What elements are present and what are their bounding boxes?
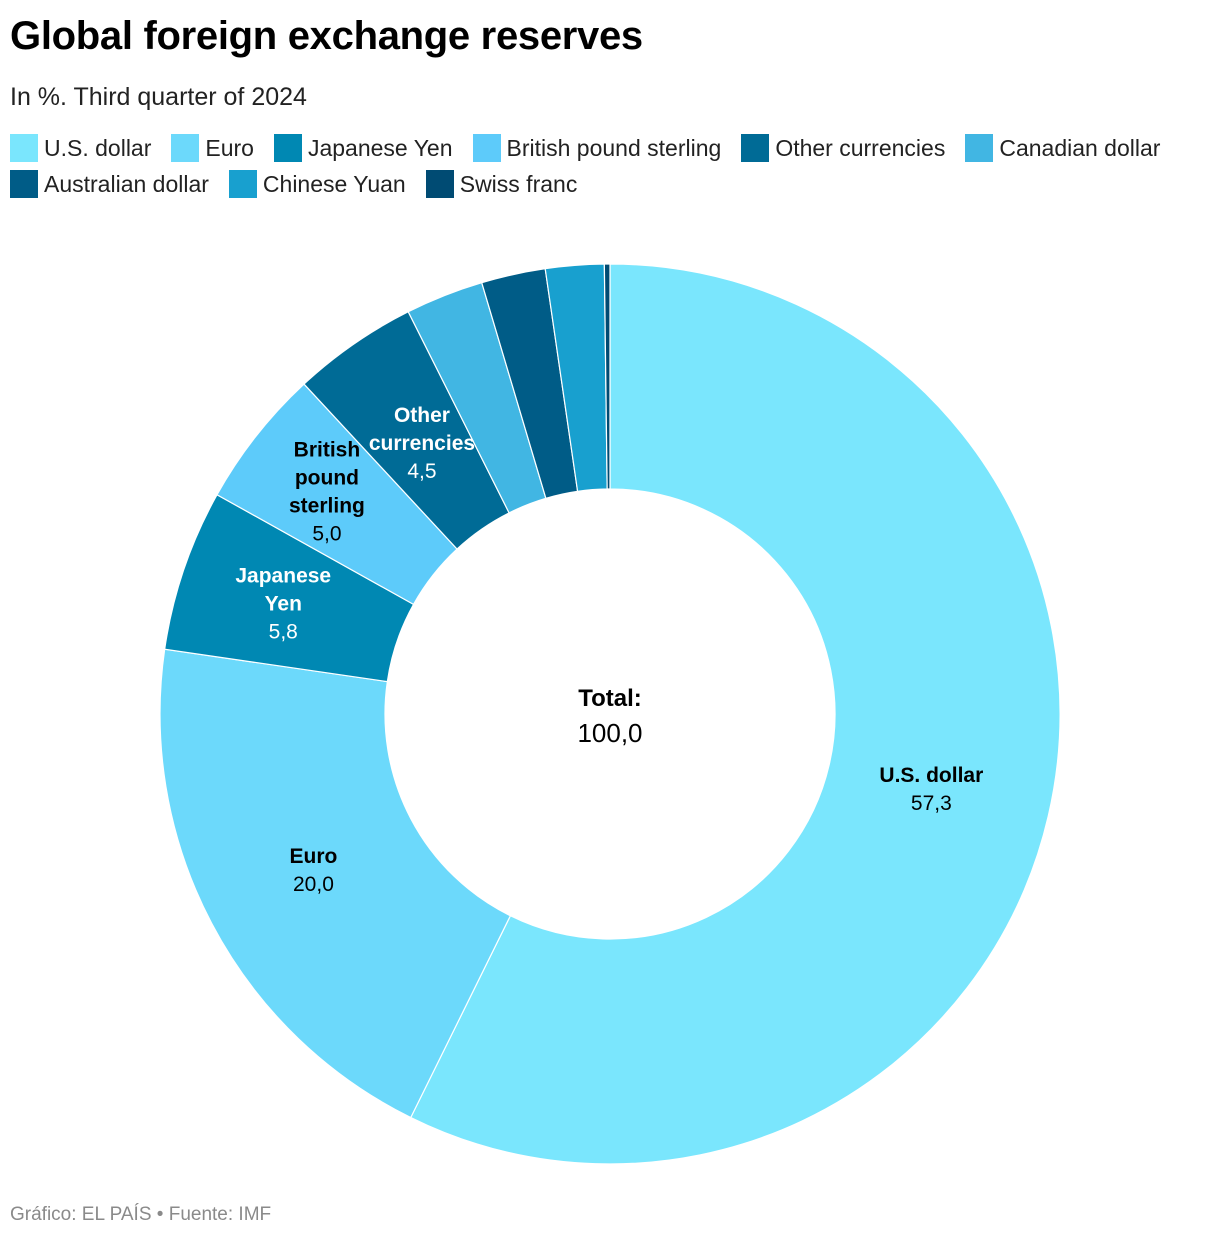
legend-label: British pound sterling xyxy=(506,134,722,161)
slice-name-label: Euro xyxy=(290,845,338,868)
legend-item-australian-dollar: Australian dollar xyxy=(10,170,209,198)
legend-label: Euro xyxy=(205,134,254,161)
legend-label: Canadian dollar xyxy=(999,134,1161,161)
slice-swiss-franc xyxy=(603,263,611,490)
slice-value-label: 4,5 xyxy=(407,460,436,483)
legend-item-u-s-dollar: U.S. dollar xyxy=(10,134,151,162)
slice-label-euro: Euro 20,0 xyxy=(290,845,338,896)
legend-swatch xyxy=(965,134,994,162)
slice-name-label: Japanese Yen xyxy=(235,564,331,615)
legend-swatch xyxy=(273,134,302,162)
slice-u-s-dollar xyxy=(409,263,1061,1165)
legend: U.S. dollar Euro Japanese Yen British pound… xyxy=(10,134,1210,198)
legend-swatch xyxy=(472,134,501,162)
legend-label: U.S. dollar xyxy=(44,134,152,161)
legend-item-japanese-yen: Japanese Yen xyxy=(273,134,453,162)
legend-swatch xyxy=(171,134,200,162)
legend-item-swiss-franc: Swiss franc xyxy=(425,170,578,198)
center-total-label: Total: xyxy=(578,685,642,712)
slice-name-label: U.S. dollar xyxy=(879,764,983,787)
slice-label-british-pound-sterling: British pound sterling 5,0 xyxy=(289,439,365,546)
slice-label-u-s-dollar: U.S. dollar 57,3 xyxy=(879,764,983,815)
slice-name-label: Other currencies xyxy=(369,404,475,455)
slice-value-label: 57,3 xyxy=(911,792,952,815)
legend-label: Chinese Yuan xyxy=(262,170,406,197)
center-total-value: 100,0 xyxy=(577,718,642,748)
legend-item-british-pound-sterling: British pound sterling xyxy=(472,134,722,162)
slice-label-japanese-yen: Japanese Yen 5,8 xyxy=(235,564,331,643)
legend-item-euro: Euro xyxy=(171,134,254,162)
legend-swatch xyxy=(228,170,257,198)
slice-euro xyxy=(159,648,512,1119)
legend-swatch xyxy=(10,134,38,162)
legend-item-canadian-dollar: Canadian dollar xyxy=(965,134,1160,162)
legend-item-other-currencies: Other currencies xyxy=(741,134,945,162)
legend-label: Japanese Yen xyxy=(307,134,453,161)
legend-label: Swiss franc xyxy=(459,170,578,197)
legend-label: Australian dollar xyxy=(44,170,209,197)
slice-name-label: British pound sterling xyxy=(289,439,365,518)
slice-value-label: 20,0 xyxy=(293,873,334,896)
source-note: Gráfico: EL PAÍS • Fuente: IMF xyxy=(10,1204,272,1225)
chart-subtitle: In %. Third quarter of 2024 xyxy=(10,83,307,111)
legend-swatch xyxy=(10,170,38,198)
legend-item-chinese-yuan: Chinese Yuan xyxy=(228,170,406,198)
slice-value-label: 5,8 xyxy=(269,620,298,643)
slice-value-label: 5,0 xyxy=(312,523,341,546)
chart-title: Global foreign exchange reserves xyxy=(10,14,643,58)
legend-swatch xyxy=(741,134,770,162)
legend-swatch xyxy=(425,170,454,198)
slice-label-other-currencies: Other currencies 4,5 xyxy=(369,404,475,483)
legend-label: Other currencies xyxy=(775,134,946,161)
